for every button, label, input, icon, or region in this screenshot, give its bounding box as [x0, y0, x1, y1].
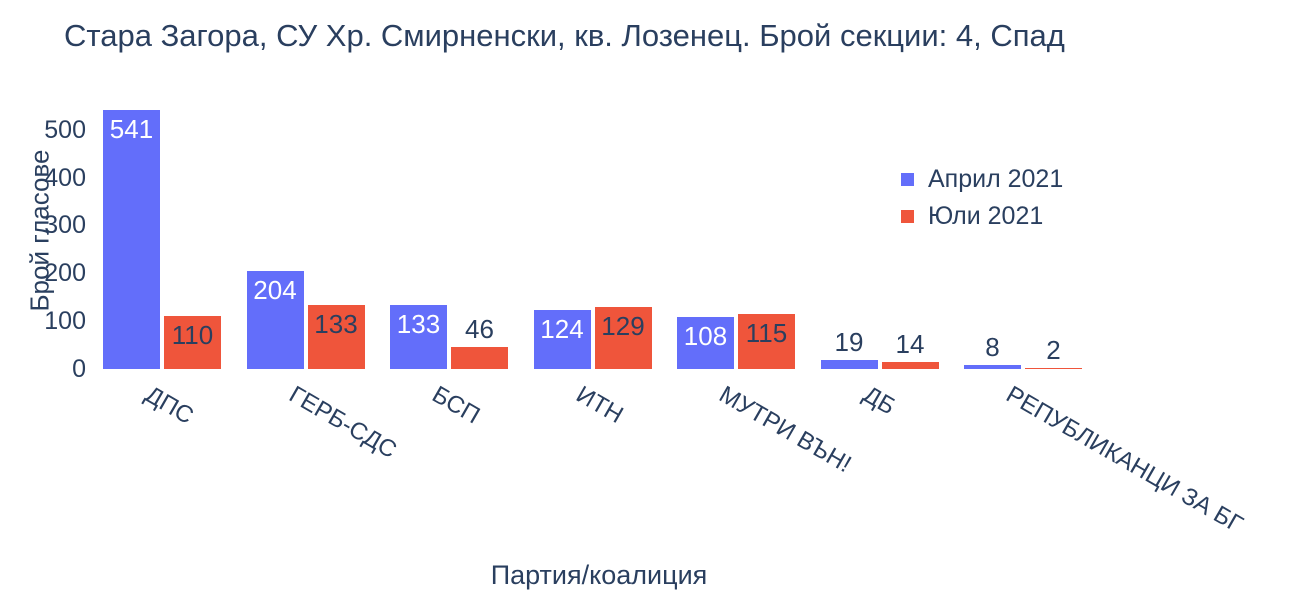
bar-april[interactable] — [533, 310, 591, 369]
bar-july[interactable] — [881, 362, 939, 369]
bar-april[interactable] — [246, 271, 304, 369]
x-tick-label: РЕПУБЛИКАНЦИ ЗА БГ — [1001, 381, 1248, 539]
bar-april[interactable] — [964, 365, 1021, 369]
bar-value-label: 2 — [1046, 335, 1061, 365]
bar-value-label: 129 — [601, 311, 645, 341]
x-tick-label: БСП — [427, 381, 485, 430]
bar-value-label: 133 — [396, 309, 441, 339]
bar-july[interactable] — [451, 347, 508, 369]
y-tick-label: 0 — [72, 355, 86, 383]
y-tick-label: 300 — [44, 211, 86, 240]
x-tick-label: ГЕРБ-СДС — [284, 381, 401, 464]
bar-value-label: 8 — [985, 332, 1000, 362]
bar-april[interactable] — [103, 110, 160, 369]
x-axis-title: Партия/коалиция — [490, 560, 708, 590]
bar-july[interactable] — [738, 314, 795, 369]
legend-swatch-icon — [901, 210, 914, 223]
bar-value-label: 110 — [171, 320, 214, 350]
y-tick-label: 100 — [44, 307, 86, 336]
y-tick-label: 200 — [44, 259, 86, 288]
bar-april[interactable] — [677, 317, 734, 369]
bar-value-label: 124 — [540, 314, 584, 344]
bar-value-label: 19 — [834, 327, 864, 357]
y-tick-label: 500 — [44, 115, 86, 144]
bar-value-label: 46 — [465, 314, 494, 344]
bar-value-label: 115 — [745, 318, 788, 348]
bar-april[interactable] — [820, 360, 878, 369]
bar-value-label: 14 — [895, 329, 925, 359]
legend-swatch-icon — [901, 173, 914, 186]
legend-label: Април 2021 — [928, 165, 1064, 193]
x-tick-label: ИТН — [571, 381, 628, 430]
bar-value-label: 108 — [683, 321, 728, 351]
x-tick-label: ДПС — [140, 381, 199, 430]
x-tick-label: ДБ — [858, 381, 900, 421]
bar-value-label: 133 — [314, 309, 358, 339]
bar-july[interactable] — [594, 307, 652, 369]
bar-value-label: 541 — [109, 114, 154, 144]
legend-label: Юли 2021 — [928, 202, 1044, 230]
bar-april[interactable] — [390, 305, 447, 369]
legend: Април 2021 Юли 2021 — [901, 161, 1063, 235]
bar-july[interactable] — [164, 316, 221, 369]
y-tick-label: 400 — [44, 163, 86, 192]
x-tick-label: МУТРИ ВЪН! — [714, 381, 856, 479]
legend-item[interactable]: Юли 2021 — [901, 198, 1063, 235]
bar-july[interactable] — [1025, 368, 1082, 369]
bar-july[interactable] — [307, 305, 365, 369]
chart-title: Стара Загора, СУ Хр. Смирненски, кв. Лоз… — [64, 18, 1065, 53]
legend-item[interactable]: Април 2021 — [901, 161, 1063, 198]
bar-value-label: 204 — [253, 275, 297, 305]
